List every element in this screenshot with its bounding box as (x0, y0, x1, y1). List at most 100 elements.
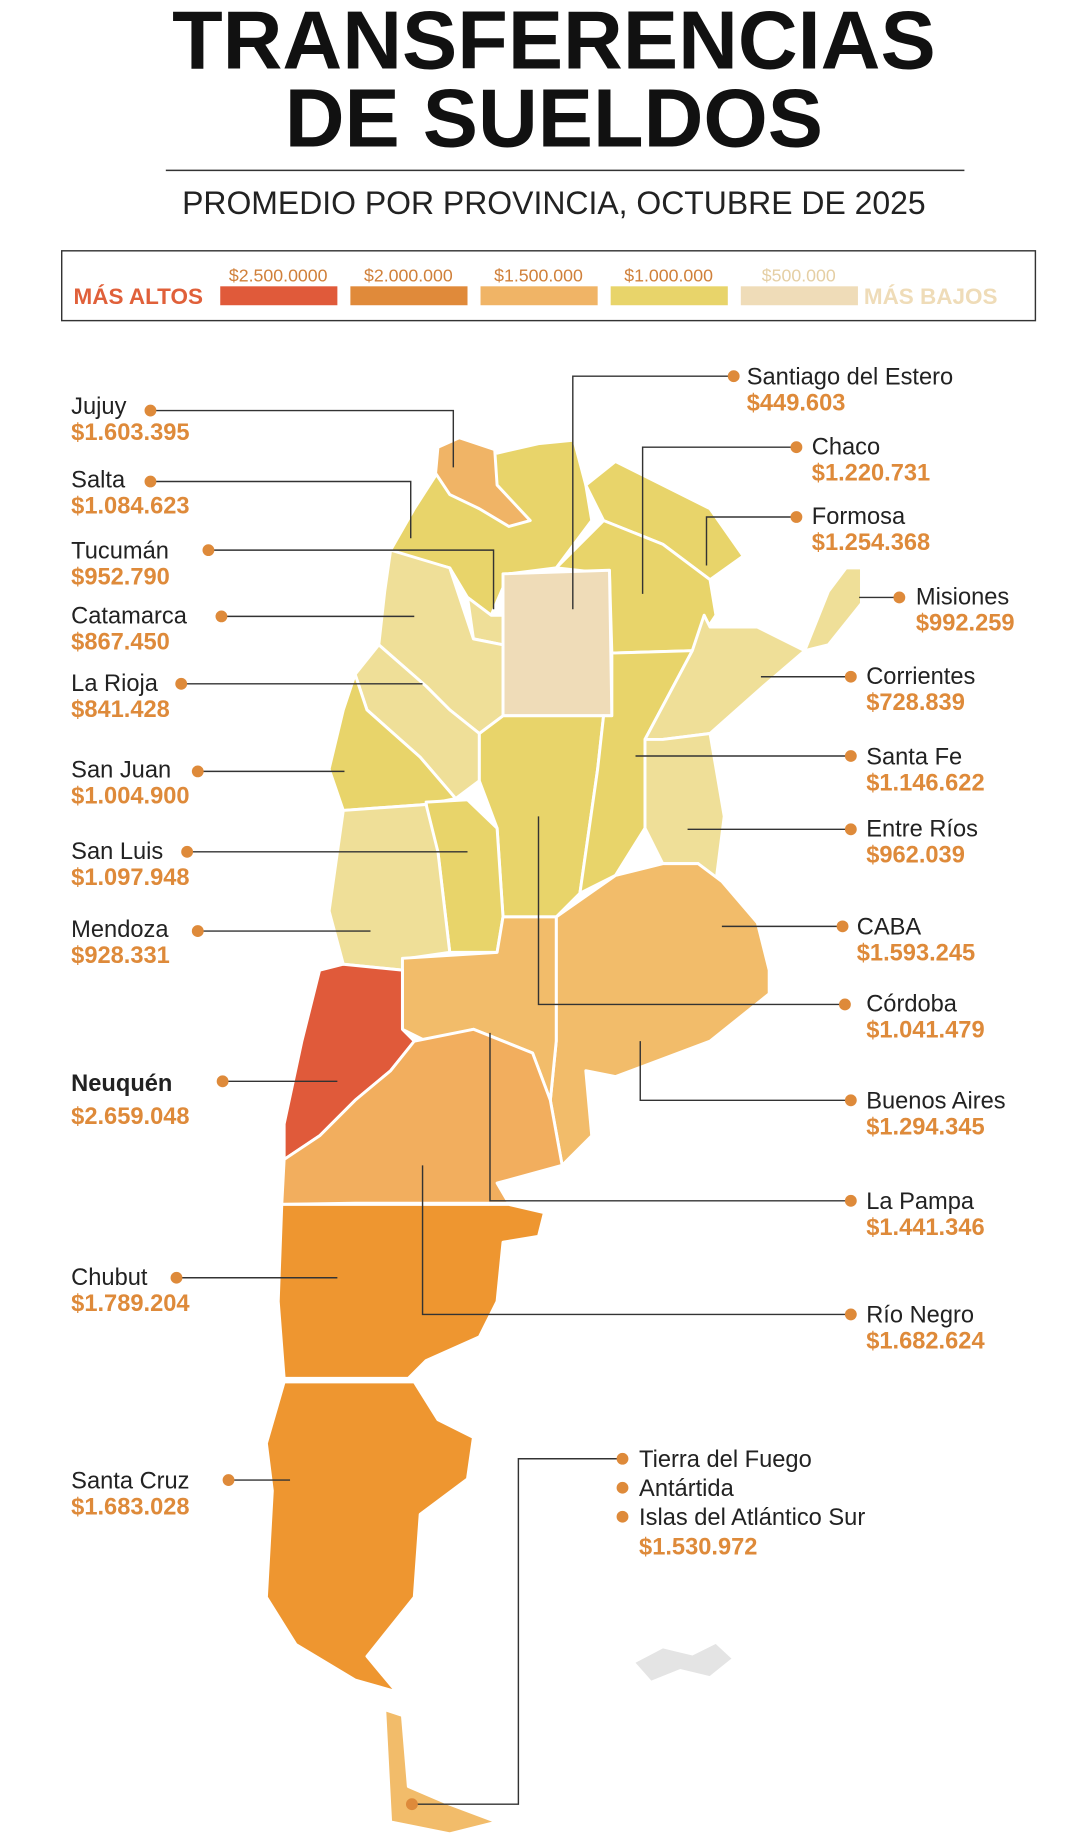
leader-dot (191, 765, 204, 778)
leader-line (537, 816, 845, 1006)
province-value: $1.254.368 (812, 530, 930, 556)
province-name: Neuquén (71, 1071, 172, 1097)
province-value: $928.331 (71, 943, 170, 969)
leader-dot (215, 610, 228, 623)
province-name: Entre Ríos (866, 816, 978, 842)
province-name: Mendoza (71, 917, 169, 943)
legend-step: $1.500.000 (494, 266, 583, 286)
province-name: Santiago del Estero (747, 365, 953, 391)
leader-dot (844, 1094, 857, 1107)
leader-dot (144, 404, 157, 417)
province-value: $1.041.479 (866, 1018, 984, 1044)
province-name: CABA (857, 915, 922, 941)
province-name: Santa Cruz (71, 1468, 189, 1494)
leader-line (572, 375, 734, 610)
chubut (276, 1202, 546, 1380)
province-name: Río Negro (866, 1303, 974, 1329)
leader-dot (839, 998, 851, 1011)
leader-dot (181, 845, 194, 858)
leader-line (411, 1458, 623, 1805)
cordoba (477, 714, 606, 919)
santa-cruz (264, 1380, 475, 1694)
province-name: La Rioja (71, 671, 159, 697)
province-value: $992.259 (916, 611, 1015, 637)
leader-dot (144, 475, 157, 488)
province-value: $2.659.048 (71, 1104, 189, 1130)
province-value: $1.683.028 (71, 1494, 189, 1520)
province-value: $1.682.624 (866, 1329, 985, 1355)
leader-dot (727, 370, 740, 383)
leader-dot (893, 591, 906, 604)
province-name: Formosa (812, 504, 906, 530)
province-value: $1.789.204 (71, 1291, 190, 1317)
province-value: $1.220.731 (812, 460, 930, 486)
malvinas (631, 1640, 736, 1684)
leader-dot (844, 750, 857, 762)
province-name: Buenos Aires (866, 1089, 1005, 1115)
leader-line (705, 516, 797, 566)
leader-dot (616, 1452, 629, 1465)
province-name: Misiones (916, 585, 1009, 611)
leader-line (421, 1165, 851, 1316)
province-name: Chaco (812, 434, 880, 460)
leader-dot (616, 1481, 629, 1494)
province-value: $1.441.346 (866, 1215, 984, 1241)
misiones (803, 566, 863, 653)
province-value: $1.084.623 (71, 493, 189, 519)
leader-line (150, 409, 455, 468)
province-name: Córdoba (866, 992, 958, 1018)
map (264, 436, 863, 1836)
legend-swatch (480, 286, 598, 306)
legend-high: MÁS ALTOS (74, 284, 203, 309)
province-value: $1.593.245 (857, 941, 975, 967)
province-name: Santa Fe (866, 744, 962, 770)
santiago (501, 568, 614, 718)
province-value: $728.839 (866, 690, 965, 716)
legend-scale: $2.500.0000 $2.000.000 $1.500.000 $1.000.00… (220, 266, 858, 306)
province-name: Tierra del Fuego (639, 1447, 812, 1473)
tierra-del-fuego (383, 1708, 499, 1836)
province-name: Jujuy (71, 394, 126, 420)
legend-swatch (610, 286, 728, 306)
subtitle: PROMEDIO POR PROVINCIA, OCTUBRE DE 2025 (182, 185, 926, 221)
leader-dot (844, 1308, 857, 1321)
province-name: Chubut (71, 1265, 148, 1291)
province-value: $1.097.948 (71, 865, 189, 891)
leader-dot (844, 1194, 857, 1207)
province-value: $1.530.972 (639, 1535, 757, 1561)
legend-box (61, 250, 1037, 322)
province-name: La Pampa (866, 1189, 975, 1215)
title: DE SUELDOS (285, 72, 823, 165)
province-name: Tucumán (71, 538, 169, 564)
province-value: $1.603.395 (71, 420, 189, 446)
province-name: Catamarca (71, 603, 188, 629)
leader-dot (222, 1474, 235, 1486)
province-value: $952.790 (71, 564, 170, 590)
legend-swatch (350, 286, 468, 306)
province-name: Corrientes (866, 664, 975, 690)
province-name: Antártida (639, 1476, 735, 1502)
mendoza (327, 803, 452, 972)
legend-step: $1.000.000 (624, 266, 713, 286)
leader-dot (170, 1271, 183, 1284)
leader-dot (790, 441, 803, 454)
legend-swatch (740, 286, 858, 306)
province-value: $1.294.345 (866, 1115, 984, 1141)
leader-line (489, 1032, 851, 1202)
leader-dot (216, 1075, 229, 1088)
leader-dot (844, 823, 857, 836)
province-name: Islas del Atlántico Sur (639, 1505, 865, 1531)
legend-step: $2.000.000 (364, 266, 453, 286)
legend-swatch (220, 286, 338, 306)
title: TRANSFERENCIAS (172, 0, 936, 87)
province-name: San Juan (71, 757, 171, 783)
province-value: $1.004.900 (71, 783, 189, 809)
leader-dot (790, 511, 803, 523)
leader-dot (405, 1798, 418, 1811)
leader-line (150, 480, 412, 539)
leader-dot (844, 670, 857, 683)
province-value: $841.428 (71, 697, 170, 723)
leader-line (641, 446, 797, 594)
province-value: $867.450 (71, 630, 170, 656)
